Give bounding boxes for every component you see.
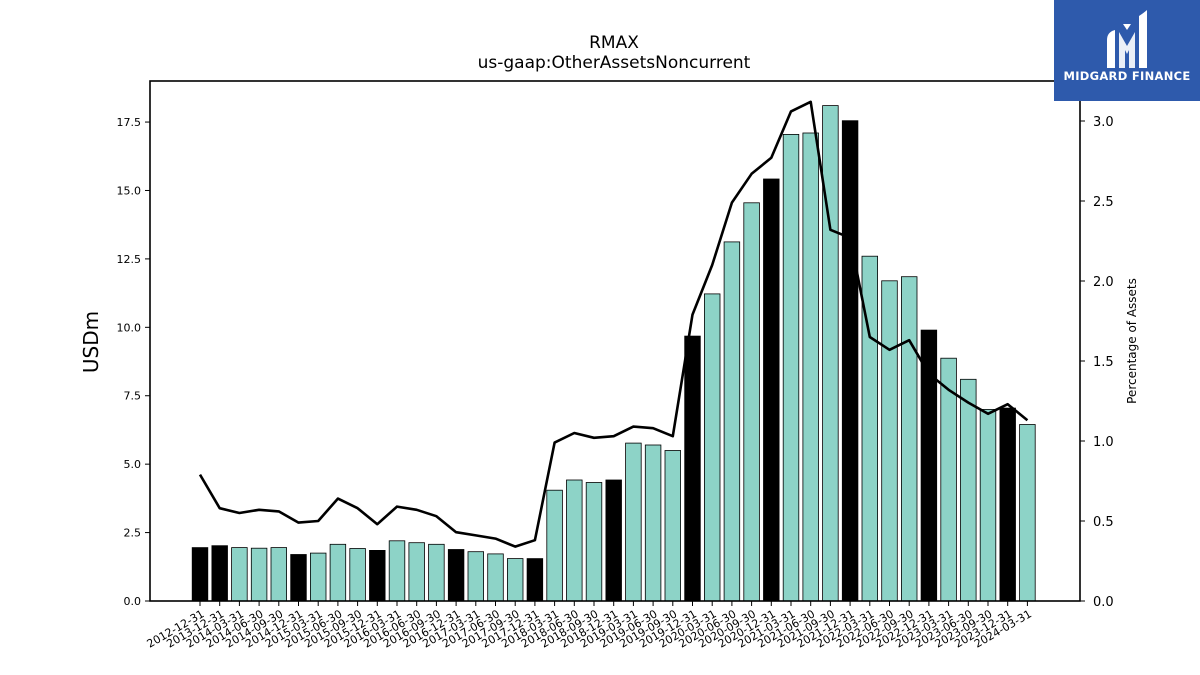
line-group (198, 100, 1029, 548)
y2-tick-label: 2.5 (1093, 195, 1114, 210)
chart-title: RMAX (589, 33, 639, 53)
y-tick-label: 2.5 (124, 527, 142, 540)
bar (881, 280, 898, 602)
bar (901, 276, 918, 602)
bar (920, 329, 938, 602)
bar (290, 554, 307, 602)
bar (329, 543, 347, 602)
y2-tick-label: 2.0 (1093, 275, 1114, 290)
bar (704, 293, 721, 602)
bar (231, 547, 248, 602)
bar (960, 378, 977, 602)
bar (999, 407, 1016, 602)
bar (506, 558, 524, 602)
bar (841, 120, 859, 602)
plot-frame (149, 80, 1081, 602)
bar (447, 549, 465, 602)
bar (526, 558, 544, 602)
bar-group (191, 105, 1036, 602)
chart-subtitle: us-gaap:OtherAssetsNoncurrent (478, 53, 751, 73)
bar (684, 335, 701, 602)
y2-tick-label: 1.0 (1093, 435, 1114, 450)
bar (605, 479, 622, 602)
y-tick-label: 15.0 (117, 184, 142, 197)
bar (802, 132, 819, 602)
bar (211, 545, 228, 602)
bar (979, 408, 997, 602)
y-tick-label: 10.0 (117, 321, 142, 334)
y2-tick-label: 0.0 (1093, 595, 1114, 610)
bar (625, 442, 642, 602)
y-tick-label: 5.0 (124, 458, 142, 471)
bar (349, 548, 366, 602)
y-tick-label: 17.5 (117, 116, 142, 129)
bar (822, 105, 839, 602)
bar (644, 444, 662, 602)
y-tick-label: 7.5 (124, 390, 142, 403)
bar (467, 551, 485, 602)
y-axis-label: USDm (79, 311, 103, 373)
midgard-finance-logo: MIDGARD FINANCE (1054, 0, 1200, 101)
bar (546, 489, 563, 602)
bar (664, 450, 682, 602)
y2-tick-label: 0.5 (1093, 515, 1114, 530)
bar (566, 479, 583, 602)
bar (487, 553, 504, 602)
percentage-line (198, 100, 1029, 548)
bar (270, 547, 288, 602)
bar (585, 482, 603, 602)
y2-tick-label: 1.5 (1093, 355, 1114, 370)
y2-tick-label: 3.0 (1093, 115, 1114, 130)
bar (388, 540, 406, 602)
y2-axis-label: Percentage of Assets (1125, 278, 1139, 404)
bar (369, 550, 386, 602)
logo-text: MIDGARD FINANCE (1063, 69, 1191, 83)
bar (782, 133, 800, 602)
x-axis-ticks: 2012-12-312013-12-312014-03-312014-06-30… (145, 601, 1034, 651)
bar (1019, 424, 1036, 602)
right-axis-ticks: 0.0 0.5 1.0 1.5 2.0 2.5 3.0 (1080, 115, 1114, 610)
bar (743, 202, 760, 602)
y-tick-label: 12.5 (117, 253, 142, 266)
bar (763, 178, 780, 602)
bar (723, 241, 741, 602)
y-tick-label: 0.0 (124, 595, 142, 608)
bar (428, 543, 445, 602)
bar (408, 542, 425, 602)
bar (309, 552, 327, 602)
left-axis-ticks: 0.0 2.5 5.0 7.5 10.0 12.5 15.0 17.5 (117, 116, 150, 608)
bar (250, 547, 268, 602)
bar (191, 547, 209, 602)
logo-mark-icon (1107, 10, 1147, 68)
